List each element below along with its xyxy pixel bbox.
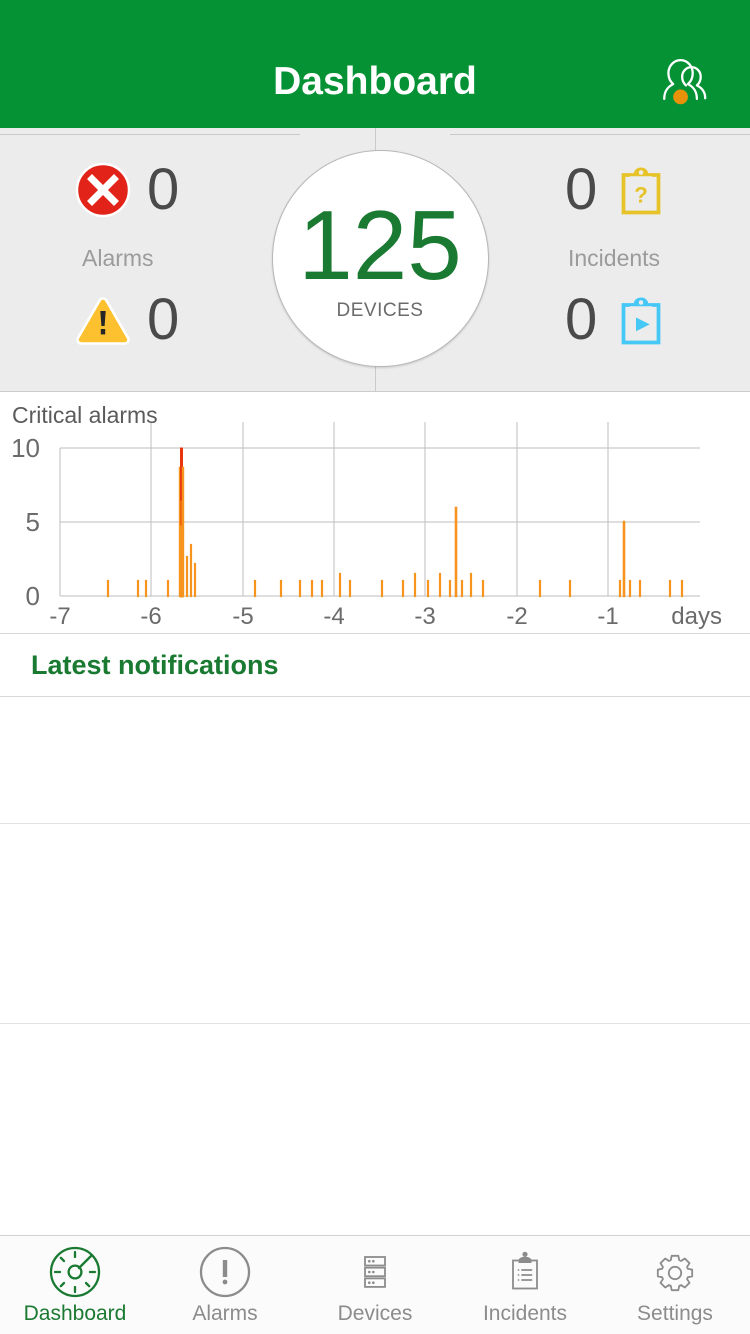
svg-text:10: 10 xyxy=(11,433,40,463)
svg-text:5: 5 xyxy=(26,507,40,537)
svg-text:?: ? xyxy=(634,182,648,207)
svg-text:days: days xyxy=(671,603,722,630)
svg-text:-7: -7 xyxy=(49,603,70,630)
svg-text:-2: -2 xyxy=(506,603,527,630)
svg-text:0: 0 xyxy=(26,581,40,611)
svg-text:-4: -4 xyxy=(323,603,344,630)
svg-text:-1: -1 xyxy=(597,603,618,630)
svg-text:-3: -3 xyxy=(414,603,435,630)
svg-text:-6: -6 xyxy=(140,603,161,630)
svg-text:-5: -5 xyxy=(232,603,253,630)
